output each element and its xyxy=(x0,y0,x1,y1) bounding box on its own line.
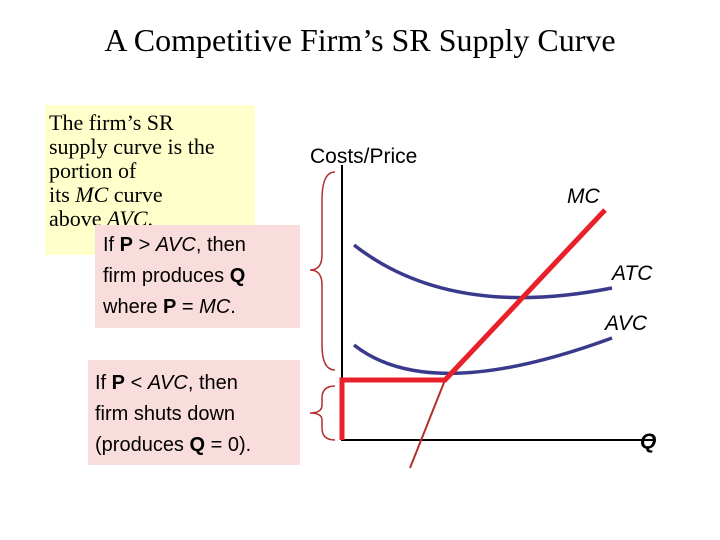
text-line: where P = MC. xyxy=(103,292,292,323)
atc-curve xyxy=(352,243,613,300)
text-line: its MC curve xyxy=(49,183,251,207)
text-run: . xyxy=(230,296,236,318)
x-label: Q xyxy=(640,430,656,453)
mc-curve xyxy=(409,379,446,469)
text-run: , then xyxy=(187,372,238,394)
text-run: its xyxy=(49,182,76,207)
text-run: P xyxy=(163,296,177,318)
text-line: portion of xyxy=(49,159,251,183)
mc-label: MC xyxy=(567,185,600,208)
brace xyxy=(309,171,336,371)
text-run: Q xyxy=(189,434,206,456)
y-label: Costs/Price xyxy=(310,145,417,168)
text-run: = 0). xyxy=(205,434,252,456)
supply-curve xyxy=(339,208,607,440)
title: A Competitive Firm’s SR Supply Curve xyxy=(104,22,616,58)
brace xyxy=(309,385,336,441)
text-run: curve xyxy=(108,182,163,207)
text-line: (produces Q = 0). xyxy=(95,430,293,461)
text-run: MC xyxy=(199,296,231,318)
text-run: MC xyxy=(75,182,109,207)
text-run: P xyxy=(119,234,134,256)
text-line: If P > AVC, then xyxy=(103,230,292,261)
avc-curve xyxy=(352,336,613,376)
text-line: firm shuts down xyxy=(95,399,293,430)
text-run: firm produces xyxy=(103,265,230,287)
atc-label: ATC xyxy=(610,262,653,285)
text-run: AVC xyxy=(155,234,196,256)
text-run: < xyxy=(125,372,148,394)
shutdown-box: If P < AVC, then firm shuts down (produces… xyxy=(88,360,300,465)
text-run: supply curve is the xyxy=(49,134,215,159)
text-run: > xyxy=(133,234,156,256)
text-line: supply curve is the xyxy=(49,135,251,159)
avc-label: AVC xyxy=(603,312,648,335)
text-line: The firm’s SR xyxy=(49,111,251,135)
text-run: . xyxy=(147,206,154,231)
text-run: above xyxy=(49,206,108,231)
text-line: If P < AVC, then xyxy=(95,368,293,399)
text-run: = xyxy=(176,296,200,318)
text-run: If xyxy=(95,372,112,394)
text-run: P xyxy=(111,372,126,394)
text-run: The firm’s SR xyxy=(49,110,174,135)
text-run: , then xyxy=(195,234,246,256)
text-run: where xyxy=(103,296,164,318)
text-run: portion of xyxy=(49,158,137,183)
text-run: firm shuts down xyxy=(95,403,236,425)
text-run: AVC xyxy=(147,372,188,394)
text-line: firm produces Q xyxy=(103,261,292,292)
text-run: (produces xyxy=(95,434,190,456)
text-run: Q xyxy=(229,265,246,287)
text-run: If xyxy=(103,234,120,256)
